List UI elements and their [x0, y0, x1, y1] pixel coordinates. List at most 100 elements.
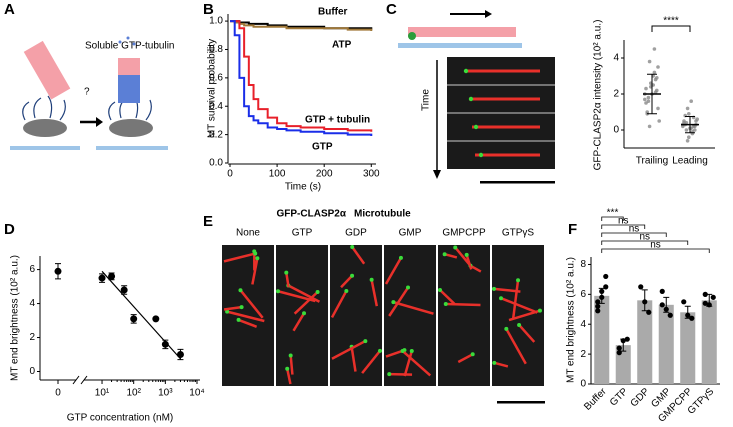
microtubule: [445, 302, 481, 307]
x-tick-label: 200: [316, 169, 333, 180]
micrograph: [384, 245, 436, 386]
y-axis-label: MT end brightness (10² a.u.): [10, 255, 21, 381]
clasp-spot: [438, 287, 442, 292]
clasp-spot: [453, 245, 458, 250]
dot: [689, 315, 695, 321]
y-tick-label: 2: [29, 332, 35, 343]
clasp-spot: [363, 339, 368, 344]
clasp-spot: [492, 286, 496, 291]
clasp-spot: [443, 302, 448, 307]
axis-break: [72, 375, 88, 385]
dot: [624, 336, 630, 342]
significance: ***: [607, 208, 619, 219]
x-tick-label: GTP: [608, 386, 631, 409]
clasp-spot: [369, 277, 374, 282]
point: [130, 315, 138, 323]
significance: ****: [663, 16, 679, 27]
micrograph: [330, 245, 382, 386]
micrographs: [222, 57, 555, 386]
y-tick-label: 0.4: [209, 101, 223, 112]
x-tick-label: 0: [55, 388, 61, 399]
point: [152, 315, 160, 323]
clasp-spot: [478, 152, 484, 158]
dot: [663, 306, 669, 312]
y-tick-label: 4: [580, 319, 586, 330]
clasp-spot: [255, 256, 260, 261]
point: [161, 340, 169, 348]
significance: ns: [650, 240, 661, 251]
point: [54, 267, 62, 275]
dot: [689, 99, 693, 103]
dot: [687, 112, 691, 116]
dot: [642, 299, 648, 305]
dot: [595, 303, 601, 309]
survival-line: [230, 20, 373, 137]
dot: [599, 294, 605, 300]
microtubule: [493, 361, 509, 368]
x-tick-label: 0: [227, 169, 233, 180]
clasp-spot: [517, 322, 522, 327]
microtubule: [511, 280, 520, 320]
microtubule: [505, 328, 527, 365]
microtubule: [388, 286, 410, 317]
clasp-spot: [391, 300, 396, 305]
y-tick-label: 2: [580, 349, 586, 360]
dot: [643, 97, 647, 102]
dot: [710, 294, 716, 300]
dot: [603, 273, 609, 280]
microtubule: [238, 318, 258, 328]
clasp-spot: [285, 366, 290, 371]
dot: [603, 284, 609, 290]
microtubule: [439, 289, 456, 305]
microtubule: [226, 310, 265, 323]
microtubule: [223, 305, 242, 311]
survival-line: [230, 20, 373, 132]
microtubule: [389, 372, 413, 376]
clasp-spot: [468, 96, 474, 102]
scale-bar: [497, 401, 545, 404]
dot: [685, 106, 690, 111]
bar: [701, 300, 717, 384]
clasp-spot: [239, 305, 244, 310]
microtubule: [293, 291, 319, 315]
clasp-spot: [315, 289, 320, 294]
clasp-spot: [288, 353, 293, 358]
point: [120, 286, 128, 294]
dot: [706, 302, 712, 308]
clasp-spot: [464, 252, 469, 257]
clasp-spot: [442, 252, 447, 257]
bar: [680, 312, 696, 384]
dot: [687, 135, 691, 139]
microtubule: [444, 253, 458, 259]
microtubule: [403, 350, 413, 377]
microtubule: [457, 353, 474, 364]
significance: ns: [629, 224, 640, 235]
clasp-spot: [516, 278, 521, 283]
y-tick-label: 0: [29, 366, 35, 377]
time-label: Time: [421, 89, 432, 111]
bar: [658, 304, 674, 384]
microtubule: [401, 350, 432, 377]
clasp-spot: [238, 288, 243, 293]
dot: [655, 76, 659, 80]
dot: [685, 312, 691, 318]
y-tick-label: 0: [613, 125, 619, 136]
microtubule: [285, 368, 292, 385]
x-axis-label: Time (s): [285, 182, 321, 193]
point: [98, 274, 106, 282]
column-label: None: [236, 228, 260, 239]
clasp-spot: [470, 352, 475, 357]
y-axis-label: MT survival probability: [207, 39, 218, 138]
bar: [594, 295, 610, 384]
microtubule: [465, 254, 473, 270]
y-axis-label: GFP-CLASP2α intensity (10² a.u.): [593, 20, 604, 171]
series-label: GTP: [312, 142, 333, 153]
microtubule: [239, 289, 264, 319]
microtubule: [469, 264, 482, 273]
clasp-spot: [492, 360, 497, 365]
diagram-c: [398, 10, 555, 184]
dot: [657, 119, 661, 123]
fit-line: [101, 270, 181, 360]
y-tick-label: 0.8: [209, 44, 223, 55]
